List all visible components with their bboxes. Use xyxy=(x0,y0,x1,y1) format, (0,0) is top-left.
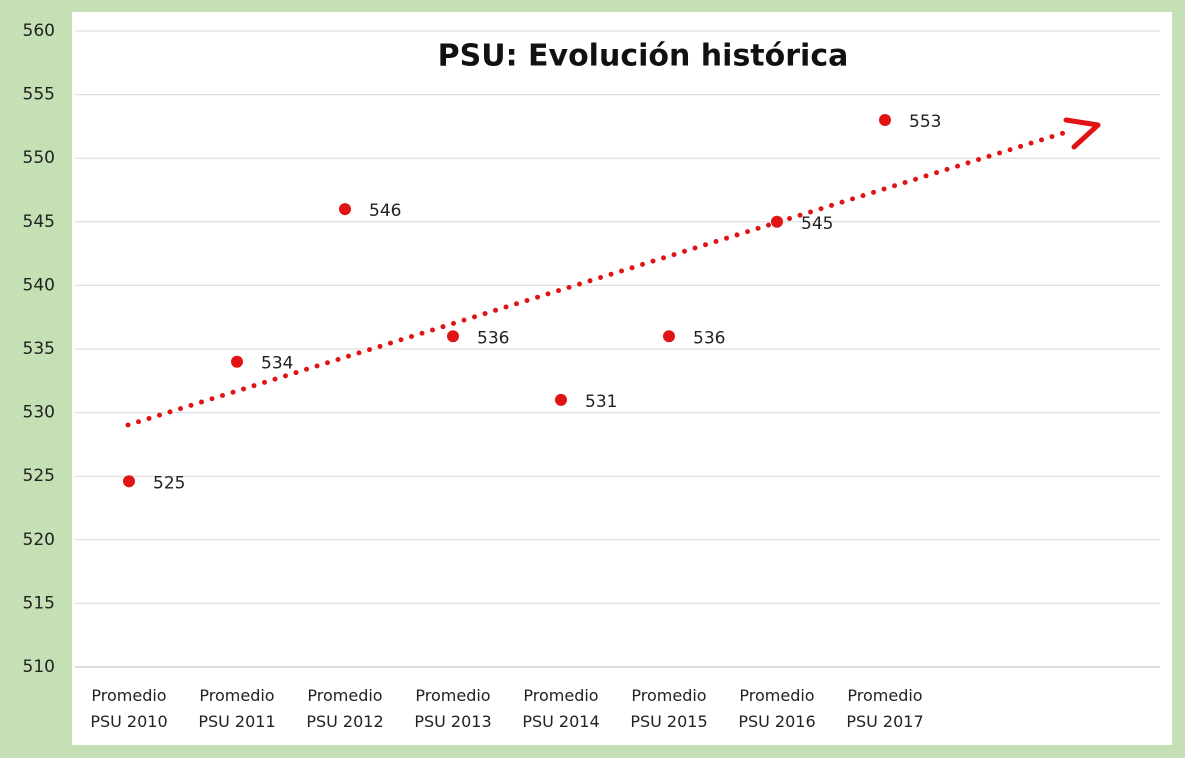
data-label: 546 xyxy=(369,201,401,221)
data-label: 536 xyxy=(693,328,725,348)
trend-line xyxy=(125,128,1073,428)
x-tick-label: Promedio PSU 2012 xyxy=(306,686,384,731)
point xyxy=(663,330,675,343)
point xyxy=(879,114,891,127)
y-tick-label: 555 xyxy=(23,85,55,105)
chart-title: PSU: Evolución histórica xyxy=(438,39,849,74)
point xyxy=(123,475,135,488)
y-tick-label: 545 xyxy=(23,212,55,232)
y-tick-label: 560 xyxy=(23,21,55,41)
x-tick-label: Promedio PSU 2010 xyxy=(90,686,168,731)
point xyxy=(231,355,243,368)
data-label: 534 xyxy=(261,354,293,374)
y-tick-label: 535 xyxy=(23,339,55,359)
data-label: 553 xyxy=(909,112,941,132)
x-tick-label: Promedio PSU 2016 xyxy=(738,686,816,731)
plot-background xyxy=(72,12,1172,745)
data-label: 525 xyxy=(153,473,185,493)
y-tick-label: 515 xyxy=(23,593,55,613)
x-tick-label: Promedio PSU 2011 xyxy=(198,686,276,731)
x-tick-label: Promedio PSU 2017 xyxy=(846,686,924,731)
y-tick-label: 520 xyxy=(23,530,55,550)
y-tick-label: 550 xyxy=(23,148,55,168)
data-label: 531 xyxy=(585,392,617,412)
data-label: 536 xyxy=(477,328,509,348)
x-tick-label: Promedio PSU 2014 xyxy=(522,686,600,731)
trend-arrowhead xyxy=(1063,117,1101,150)
y-tick-label: 540 xyxy=(23,275,55,295)
y-tick-label: 530 xyxy=(23,403,55,423)
data-label: 545 xyxy=(801,214,833,234)
point xyxy=(555,393,567,406)
x-tick-label: Promedio PSU 2015 xyxy=(630,686,708,731)
x-tick-label: Promedio PSU 2013 xyxy=(414,686,492,731)
point xyxy=(447,330,459,343)
y-tick-label: 510 xyxy=(23,657,55,677)
point xyxy=(339,203,351,216)
y-tick-label: 525 xyxy=(23,466,55,486)
point xyxy=(771,215,783,228)
